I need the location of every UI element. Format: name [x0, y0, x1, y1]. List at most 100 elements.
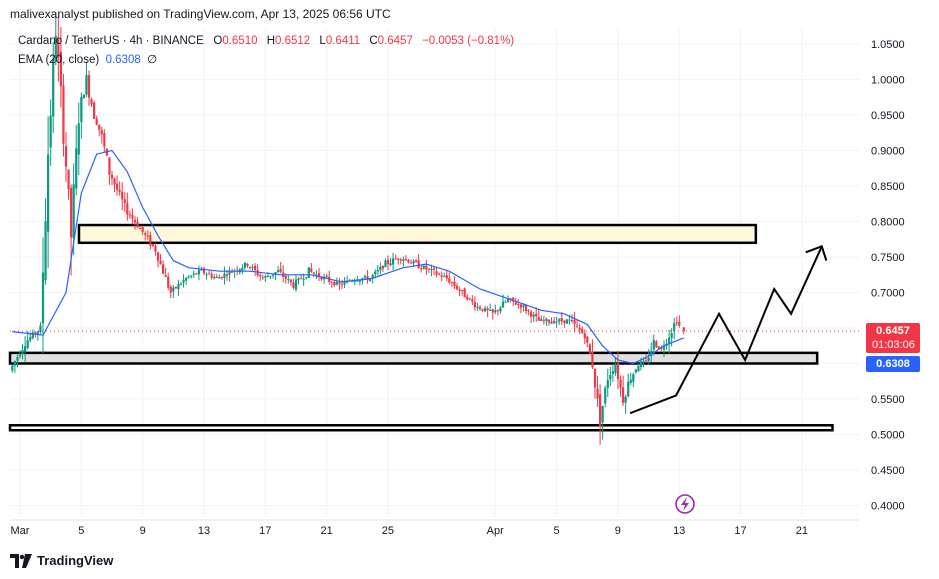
- candle-body: [358, 280, 361, 282]
- candle-body: [162, 264, 165, 274]
- candle-body: [599, 394, 602, 427]
- candle-body: [110, 174, 114, 179]
- candle-body: [619, 379, 622, 388]
- candle-body: [609, 375, 612, 380]
- ema-price-value: 0.6308: [876, 358, 910, 370]
- candle-body: [468, 298, 471, 300]
- candle-body: [121, 191, 124, 200]
- close-value: 0.6457: [377, 35, 413, 47]
- candle-body: [448, 278, 451, 283]
- candle-body: [645, 360, 648, 362]
- candle-body: [39, 325, 42, 333]
- candle-body: [223, 273, 226, 279]
- open-key: O: [213, 35, 223, 47]
- candle-body: [371, 274, 374, 278]
- candle-body: [461, 290, 464, 292]
- candle-body: [274, 272, 277, 275]
- candle-body: [131, 214, 134, 219]
- y-tick-label: 0.9500: [871, 110, 905, 122]
- y-tick-label: 1.0000: [871, 75, 905, 87]
- candle-body: [82, 94, 85, 99]
- symbol-label[interactable]: Cardano / TetherUS · 4h · BINANCE: [18, 35, 204, 47]
- candle-body: [149, 235, 152, 246]
- candle-body: [407, 259, 410, 263]
- candle-body: [576, 325, 579, 327]
- candle-body: [545, 318, 548, 322]
- candle-body: [123, 199, 126, 203]
- price-axis[interactable]: 1.0500 1.0000 0.9500 0.9000 0.8500 0.8000 0.75…: [871, 39, 905, 513]
- candle-body: [563, 320, 566, 324]
- lightning-icon[interactable]: [675, 494, 695, 514]
- candle-body: [254, 265, 257, 271]
- candle-body: [248, 266, 252, 268]
- candle-body: [652, 339, 655, 350]
- candle-body: [369, 278, 372, 281]
- candle-body: [530, 311, 533, 317]
- high-value: 0.6512: [275, 35, 311, 47]
- candle-body: [379, 266, 382, 271]
- candle-body: [271, 274, 275, 276]
- candle-body: [399, 259, 402, 261]
- ema-legend[interactable]: EMA (20, close) 0.6308 ∅: [18, 52, 157, 66]
- chart-grid: [10, 28, 860, 515]
- candle-body: [392, 258, 395, 265]
- close-key: C: [369, 35, 378, 47]
- y-tick-label: 0.7500: [871, 252, 905, 264]
- last-price-value: 0.6457: [876, 325, 910, 337]
- countdown-value: 01:03:06: [872, 339, 915, 351]
- tradingview-brand[interactable]: TradingView: [10, 553, 113, 568]
- candle-body: [18, 354, 22, 357]
- candle-body: [187, 276, 190, 278]
- candle-body: [93, 102, 96, 119]
- candle-body: [558, 319, 561, 322]
- candle-body: [596, 388, 599, 399]
- x-tick-label: Apr: [487, 525, 504, 537]
- candle-body: [264, 276, 267, 278]
- candle-body: [218, 277, 221, 279]
- candle-body: [172, 287, 175, 292]
- candle-body: [427, 268, 430, 270]
- high-key: H: [266, 35, 276, 47]
- candle-body: [550, 321, 553, 324]
- candle-body: [565, 319, 568, 324]
- ohlc-legend[interactable]: Cardano / TetherUS · 4h · BINANCE O0.651…: [18, 35, 520, 47]
- candle-body: [49, 115, 52, 148]
- ema-line: [12, 149, 685, 365]
- candle-body: [356, 280, 359, 282]
- candle-body: [103, 133, 106, 147]
- candle-body: [484, 308, 487, 312]
- candle-body: [537, 317, 540, 321]
- candle-body: [340, 283, 344, 286]
- ema-extra: ∅: [147, 54, 158, 66]
- candle-body: [116, 183, 119, 190]
- candle-body: [200, 269, 203, 271]
- candle-body: [425, 265, 428, 270]
- ema-value: 0.6308: [105, 54, 141, 66]
- ema-label[interactable]: EMA (20, close): [18, 54, 100, 66]
- candle-body: [205, 274, 208, 276]
- candle-body: [177, 284, 180, 290]
- candle-body: [182, 279, 185, 283]
- y-tick-label: 0.9000: [871, 146, 905, 158]
- candle-body: [542, 320, 545, 322]
- candle-body: [289, 279, 292, 283]
- candle-body: [501, 301, 505, 308]
- candle-body: [540, 319, 543, 321]
- candle-body: [463, 288, 466, 298]
- candle-body: [570, 320, 574, 322]
- time-axis[interactable]: Mar 5 9 13 17 21 25 Apr 5 9 13 17 21: [10, 519, 860, 537]
- candle-body: [24, 346, 27, 352]
- candle-body: [136, 221, 139, 228]
- candle-body: [208, 273, 211, 275]
- candle-body: [578, 327, 581, 330]
- y-tick-label: 1.0500: [871, 39, 905, 51]
- open-value: 0.6510: [222, 35, 258, 47]
- candle-body: [532, 314, 535, 317]
- candle-body: [583, 333, 586, 339]
- candle-body: [363, 276, 367, 278]
- candle-body: [87, 75, 91, 98]
- candle-body: [100, 130, 103, 135]
- candle-body: [287, 279, 290, 281]
- candle-body: [514, 302, 517, 305]
